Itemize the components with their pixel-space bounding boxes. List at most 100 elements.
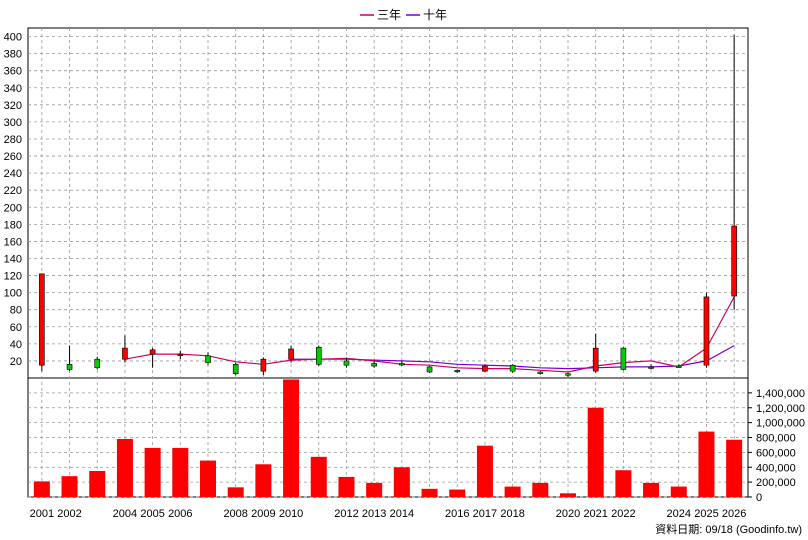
candle-body <box>232 364 239 375</box>
price-plot-frame <box>27 27 749 379</box>
price-tick-label: 380 <box>4 49 22 61</box>
price-tick-label: 200 <box>4 202 22 214</box>
price-axis: 20 40 60 80 100 120 140 160 180 200 220 240 260 280 30… <box>4 32 22 368</box>
candle-body <box>648 366 654 369</box>
volume-bar <box>116 438 133 497</box>
candle-body <box>620 347 627 370</box>
volume-bar <box>310 456 327 497</box>
price-tick-label: 120 <box>4 271 22 283</box>
volume-bar <box>366 482 383 497</box>
volume-tick-label: 1,200,000 <box>756 403 805 415</box>
price-tick-label: 220 <box>4 185 22 197</box>
candle-body <box>288 348 294 360</box>
price-tick-label: 240 <box>4 168 22 180</box>
candle-body <box>565 373 571 376</box>
candlesticks <box>39 34 737 378</box>
volume-bar <box>227 487 244 497</box>
year-tick-label: 2017 <box>473 508 497 520</box>
price-tick-label: 140 <box>4 253 22 265</box>
chart-legend: 三年 十年 <box>360 8 447 22</box>
volume-bar <box>449 489 466 497</box>
volume-bar <box>670 486 687 497</box>
year-tick-label: 2006 <box>168 508 192 520</box>
candle-body <box>371 363 377 367</box>
candle-body <box>592 347 599 372</box>
price-tick-label: 360 <box>4 66 22 78</box>
legend-label-10y: 十年 <box>423 8 447 22</box>
year-tick-label: 2010 <box>279 508 303 520</box>
candle-body <box>343 360 350 366</box>
candle-body <box>399 363 405 366</box>
volume-tick-label: 600,000 <box>756 447 796 459</box>
volume-tick-label: 200,000 <box>756 477 796 489</box>
year-tick-label: 2005 <box>140 508 164 520</box>
volume-bar <box>532 482 549 497</box>
year-tick-label: 2012 <box>334 508 358 520</box>
year-tick-label: 2013 <box>362 508 386 520</box>
volume-bar <box>476 445 493 497</box>
year-tick-label: 2018 <box>500 508 524 520</box>
candle-body <box>454 370 461 373</box>
price-tick-label: 100 <box>4 288 22 300</box>
volume-bar <box>61 476 78 497</box>
volume-bar <box>698 431 715 497</box>
year-tick-label: 2026 <box>722 508 746 520</box>
year-tick-label: 2021 <box>583 508 607 520</box>
volume-tick-label: 1,000,000 <box>756 418 805 430</box>
candle-body <box>509 364 516 372</box>
volume-bar <box>144 447 161 497</box>
volume-bar <box>200 460 216 497</box>
year-tick-label: 2002 <box>57 508 81 520</box>
price-tick-label: 400 <box>4 32 22 44</box>
price-tick-label: 60 <box>10 322 22 334</box>
candle-body <box>260 358 267 372</box>
volume-tick-label: 0 <box>756 492 762 504</box>
volume-bar <box>172 447 189 497</box>
price-tick-label: 180 <box>4 219 22 231</box>
volume-bar <box>283 379 300 497</box>
price-tick-label: 320 <box>4 100 22 112</box>
price-tick-label: 160 <box>4 236 22 248</box>
volume-axis: 0 200,000 400,000 600,000 800,000 1,000,000 1,… <box>748 388 805 504</box>
ma-3y-line <box>124 296 735 373</box>
volume-bar <box>393 467 410 497</box>
year-tick-label: 2009 <box>251 508 275 520</box>
price-tick-label: 40 <box>10 339 22 351</box>
volume-bar <box>643 482 660 497</box>
candle-body <box>537 371 544 374</box>
candle-body <box>177 353 184 356</box>
volume-bar <box>504 486 521 497</box>
candle-body <box>66 364 73 370</box>
year-tick-label: 2008 <box>223 508 247 520</box>
legend-label-3y: 三年 <box>377 8 401 22</box>
volume-bar <box>560 493 576 497</box>
year-tick-label: 2022 <box>611 508 635 520</box>
year-tick-label: 2001 <box>30 508 54 520</box>
year-tick-label: 2004 <box>113 508 137 520</box>
candle-body <box>94 358 101 369</box>
candle-body <box>731 225 737 297</box>
price-tick-label: 80 <box>10 305 22 317</box>
year-tick-label: 2024 <box>667 508 691 520</box>
candle-body <box>122 347 128 360</box>
volume-bar <box>615 470 632 497</box>
candle-body <box>675 365 682 368</box>
year-tick-label: 2016 <box>445 508 469 520</box>
volume-bar <box>255 464 272 497</box>
volume-bar <box>587 407 604 497</box>
source-label: 資料日期: 09/18 (Goodinfo.tw) <box>655 522 802 536</box>
volume-tick-label: 800,000 <box>756 433 796 445</box>
price-tick-label: 20 <box>10 356 22 368</box>
year-axis: 2001 2002 2004 2005 2006 2008 2009 2010 2012 2013… <box>30 508 747 520</box>
year-tick-label: 2020 <box>556 508 580 520</box>
price-tick-label: 260 <box>4 151 22 163</box>
grid <box>28 28 748 498</box>
volume-bar <box>421 488 438 497</box>
volume-tick-label: 400,000 <box>756 462 796 474</box>
price-tick-label: 280 <box>4 134 22 146</box>
candle-body <box>703 296 710 366</box>
volume-tick-label: 1,400,000 <box>756 388 805 400</box>
price-tick-label: 340 <box>4 83 22 95</box>
volume-bar <box>33 481 50 497</box>
